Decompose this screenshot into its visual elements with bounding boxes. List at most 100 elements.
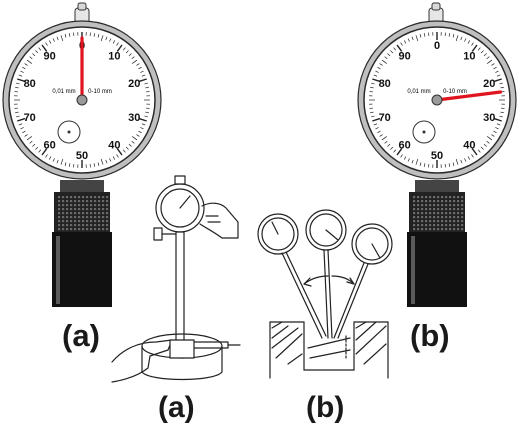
- knurl-dot: [90, 208, 93, 211]
- knurl-dot: [102, 220, 105, 223]
- knurl-dot: [86, 216, 89, 219]
- dial-number: 90: [44, 51, 56, 63]
- knurl-dot: [445, 204, 448, 207]
- dial-tick: [20, 70, 24, 73]
- dial-tick: [131, 136, 138, 141]
- dial-tick: [493, 66, 497, 70]
- dial-tick: [419, 34, 422, 38]
- dial-tick: [483, 53, 487, 57]
- knurl-dot: [70, 220, 73, 223]
- dial-tick: [122, 47, 126, 51]
- dial-tick: [452, 162, 455, 166]
- knurl-dot: [58, 208, 61, 211]
- dial-tick: [26, 59, 33, 64]
- knurl-dot: [58, 228, 61, 231]
- dial-tick: [122, 149, 126, 153]
- dial-tick: [381, 136, 388, 141]
- knurl-dot: [441, 220, 444, 223]
- dial-tick: [370, 86, 374, 89]
- dial-tick: [400, 42, 403, 46]
- knurl-dot: [62, 208, 65, 211]
- dial-tick: [381, 59, 388, 64]
- dial-tick: [460, 36, 463, 41]
- knurl-dot: [62, 228, 65, 231]
- gauge-position-center: [305, 209, 347, 339]
- knurl-dot: [70, 224, 73, 227]
- knurl-dot: [461, 220, 464, 223]
- dial-tick: [140, 127, 144, 130]
- caption-bottom-a: (a): [158, 391, 195, 424]
- dial-tick: [128, 143, 132, 147]
- dial-tick: [29, 56, 33, 60]
- knurl-dot: [106, 216, 109, 219]
- knurl-dot: [453, 228, 456, 231]
- dial-tick: [24, 63, 28, 66]
- dial-tick: [112, 40, 116, 44]
- dial-tick: [116, 148, 123, 156]
- knurl-dot: [445, 216, 448, 219]
- dial-number: 80: [24, 78, 36, 90]
- dial-tick: [112, 156, 116, 160]
- dial-tick: [138, 117, 147, 122]
- dial-tick: [60, 158, 64, 165]
- knurl-dot: [421, 212, 424, 215]
- knurl-dot: [417, 208, 420, 211]
- dial-tick: [131, 59, 138, 64]
- knurl-dot: [441, 200, 444, 203]
- knurl-dot: [437, 216, 440, 219]
- knurl-dot: [461, 208, 464, 211]
- dial-tick: [396, 44, 403, 52]
- knurl-dot: [98, 208, 101, 211]
- knurl-dot: [413, 204, 416, 207]
- knurl-dot: [449, 200, 452, 203]
- dial-tick: [68, 163, 71, 167]
- range-label: 0-10 mm: [443, 89, 467, 95]
- knurl-dot: [66, 200, 69, 203]
- knurl-dot: [94, 196, 97, 199]
- knurl-dot: [90, 204, 93, 207]
- knurl-dot: [98, 196, 101, 199]
- knurl-dot: [86, 204, 89, 207]
- knurl-dot: [78, 228, 81, 231]
- knurl-dot: [102, 212, 105, 215]
- knurl-dot: [102, 196, 105, 199]
- knurl-dot: [70, 228, 73, 231]
- knurl-dot: [433, 220, 436, 223]
- dial-tick: [35, 50, 39, 54]
- knurl-dot: [457, 196, 460, 199]
- knurl-dot: [449, 216, 452, 219]
- knurl-dot: [425, 196, 428, 199]
- dial-tick: [52, 38, 55, 42]
- dial-tick: [467, 40, 471, 44]
- knurl-dot: [457, 228, 460, 231]
- knurl-dot: [445, 212, 448, 215]
- resolution-label: 0,01 mm: [407, 89, 430, 95]
- knurl-dot: [58, 220, 61, 223]
- knurl-dot: [433, 212, 436, 215]
- knurl-dot: [90, 224, 93, 227]
- dial-tick: [486, 56, 490, 60]
- knurl-dot: [66, 204, 69, 207]
- knurl-dot: [441, 196, 444, 199]
- dial-tick: [16, 115, 20, 118]
- dial-number: 10: [108, 51, 120, 63]
- knurl-dot: [98, 228, 101, 231]
- dial-tick: [17, 78, 26, 83]
- dial-tick: [116, 44, 123, 52]
- knurl-dot: [82, 200, 85, 203]
- knurl-dot: [461, 224, 464, 227]
- dial-tick: [373, 123, 378, 126]
- knurl-dot: [66, 212, 69, 215]
- knurl-dot: [90, 196, 93, 199]
- knurl-dot: [417, 204, 420, 207]
- knurl-dot: [82, 212, 85, 215]
- knurl-dot: [433, 228, 436, 231]
- dial-tick: [138, 78, 147, 83]
- knurl-dot: [58, 204, 61, 207]
- dial-tick: [45, 154, 48, 158]
- dial-tick: [464, 158, 467, 162]
- knurl-dot: [78, 200, 81, 203]
- dial-tick: [372, 117, 381, 122]
- knurl-dot: [425, 224, 428, 227]
- dial-tick: [144, 115, 148, 118]
